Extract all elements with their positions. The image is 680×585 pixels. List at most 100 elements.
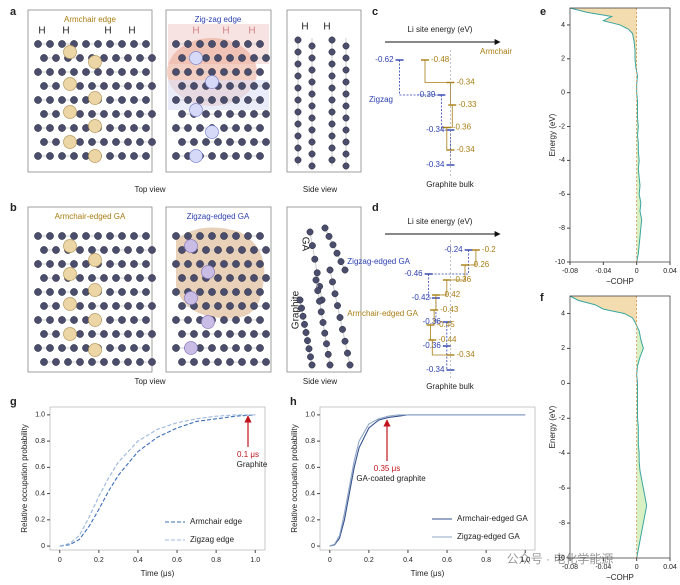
atom	[52, 82, 60, 90]
atom	[88, 330, 96, 338]
atom	[46, 344, 54, 352]
atom	[76, 82, 84, 90]
atom	[312, 276, 320, 284]
atom	[346, 361, 354, 369]
level-label: -0.34	[426, 125, 445, 134]
level-connector	[399, 60, 442, 96]
atom	[341, 337, 349, 345]
atom	[250, 274, 258, 282]
atom	[232, 124, 240, 132]
level-connector	[430, 325, 433, 341]
y-tick-label: 0.2	[35, 517, 45, 524]
atom	[256, 152, 264, 160]
atom	[136, 138, 144, 146]
level-label: -0.46	[404, 269, 423, 278]
y-tick-label: 2	[561, 56, 565, 63]
atom	[100, 246, 108, 254]
atom	[208, 152, 216, 160]
atom	[250, 110, 258, 118]
atom	[34, 344, 42, 352]
atom	[142, 232, 150, 240]
atom	[88, 302, 96, 310]
atom	[244, 68, 252, 76]
atom	[184, 96, 192, 104]
atom	[88, 110, 96, 118]
atom	[76, 274, 84, 282]
atom	[118, 152, 126, 160]
y-tick-label: 0.8	[305, 438, 315, 445]
atom	[220, 232, 228, 240]
y-tick-label: -8	[559, 520, 565, 527]
level-connector	[446, 265, 466, 281]
x-axis-label: −COHP	[606, 573, 634, 582]
x-tick-label: 0.04	[663, 564, 677, 571]
y-axis-label: Energy (eV)	[548, 113, 557, 156]
plot-frame	[569, 7, 671, 263]
y-tick-label: 4	[561, 22, 565, 29]
y-tick-label: -2	[559, 415, 565, 422]
atom	[214, 274, 222, 282]
atom	[58, 40, 66, 48]
atom	[52, 302, 60, 310]
atom	[226, 138, 234, 146]
y-tick-label: 1.0	[35, 412, 45, 419]
atom	[190, 330, 198, 338]
structure-frame	[27, 9, 153, 173]
atom	[321, 224, 329, 232]
li-site	[63, 267, 77, 281]
atom	[148, 274, 156, 282]
y-tick-label: 0	[561, 380, 565, 387]
atom	[232, 96, 240, 104]
atom	[112, 54, 120, 62]
atom	[238, 82, 246, 90]
atom	[172, 152, 180, 160]
h-label: H	[301, 22, 308, 33]
atom	[202, 330, 210, 338]
atom	[46, 68, 54, 76]
atom	[184, 124, 192, 132]
level-label: -0.43	[440, 305, 459, 314]
atom	[342, 102, 350, 110]
atom	[112, 82, 120, 90]
y-tick-label: 0.8	[35, 438, 45, 445]
series-name: Armchair	[480, 47, 512, 56]
atom	[250, 330, 258, 338]
level-label: -0.26	[471, 260, 490, 269]
atom	[142, 124, 150, 132]
atom	[313, 269, 321, 277]
area-positive	[636, 8, 642, 262]
atom	[262, 330, 270, 338]
atom	[172, 288, 180, 296]
annotation: 0.35 μs	[374, 464, 400, 473]
atom	[124, 110, 132, 118]
atom	[124, 54, 132, 62]
atom	[299, 312, 307, 320]
atom	[342, 66, 350, 74]
atom	[178, 110, 186, 118]
atom	[298, 304, 305, 312]
atom	[124, 138, 132, 146]
atom	[46, 288, 54, 296]
atom	[184, 68, 192, 76]
atom	[196, 260, 204, 268]
atom	[294, 72, 302, 80]
y-tick-label: 0.2	[305, 517, 315, 524]
atom	[342, 138, 350, 146]
legend-label: Armchair edge	[190, 517, 243, 526]
x-tick-label: 1.0	[520, 557, 530, 564]
atom	[232, 40, 240, 48]
atom	[106, 40, 114, 48]
atom	[208, 288, 216, 296]
atom	[124, 82, 132, 90]
atom	[317, 308, 325, 316]
atom	[136, 302, 144, 310]
area-negative	[570, 296, 637, 326]
y-tick-label: -10	[555, 555, 565, 562]
atom	[64, 358, 72, 366]
atom	[70, 152, 78, 160]
view-label: Top view	[134, 185, 165, 194]
atom	[328, 72, 336, 80]
x-tick-label: 0.4	[403, 557, 413, 564]
atom	[70, 68, 78, 76]
